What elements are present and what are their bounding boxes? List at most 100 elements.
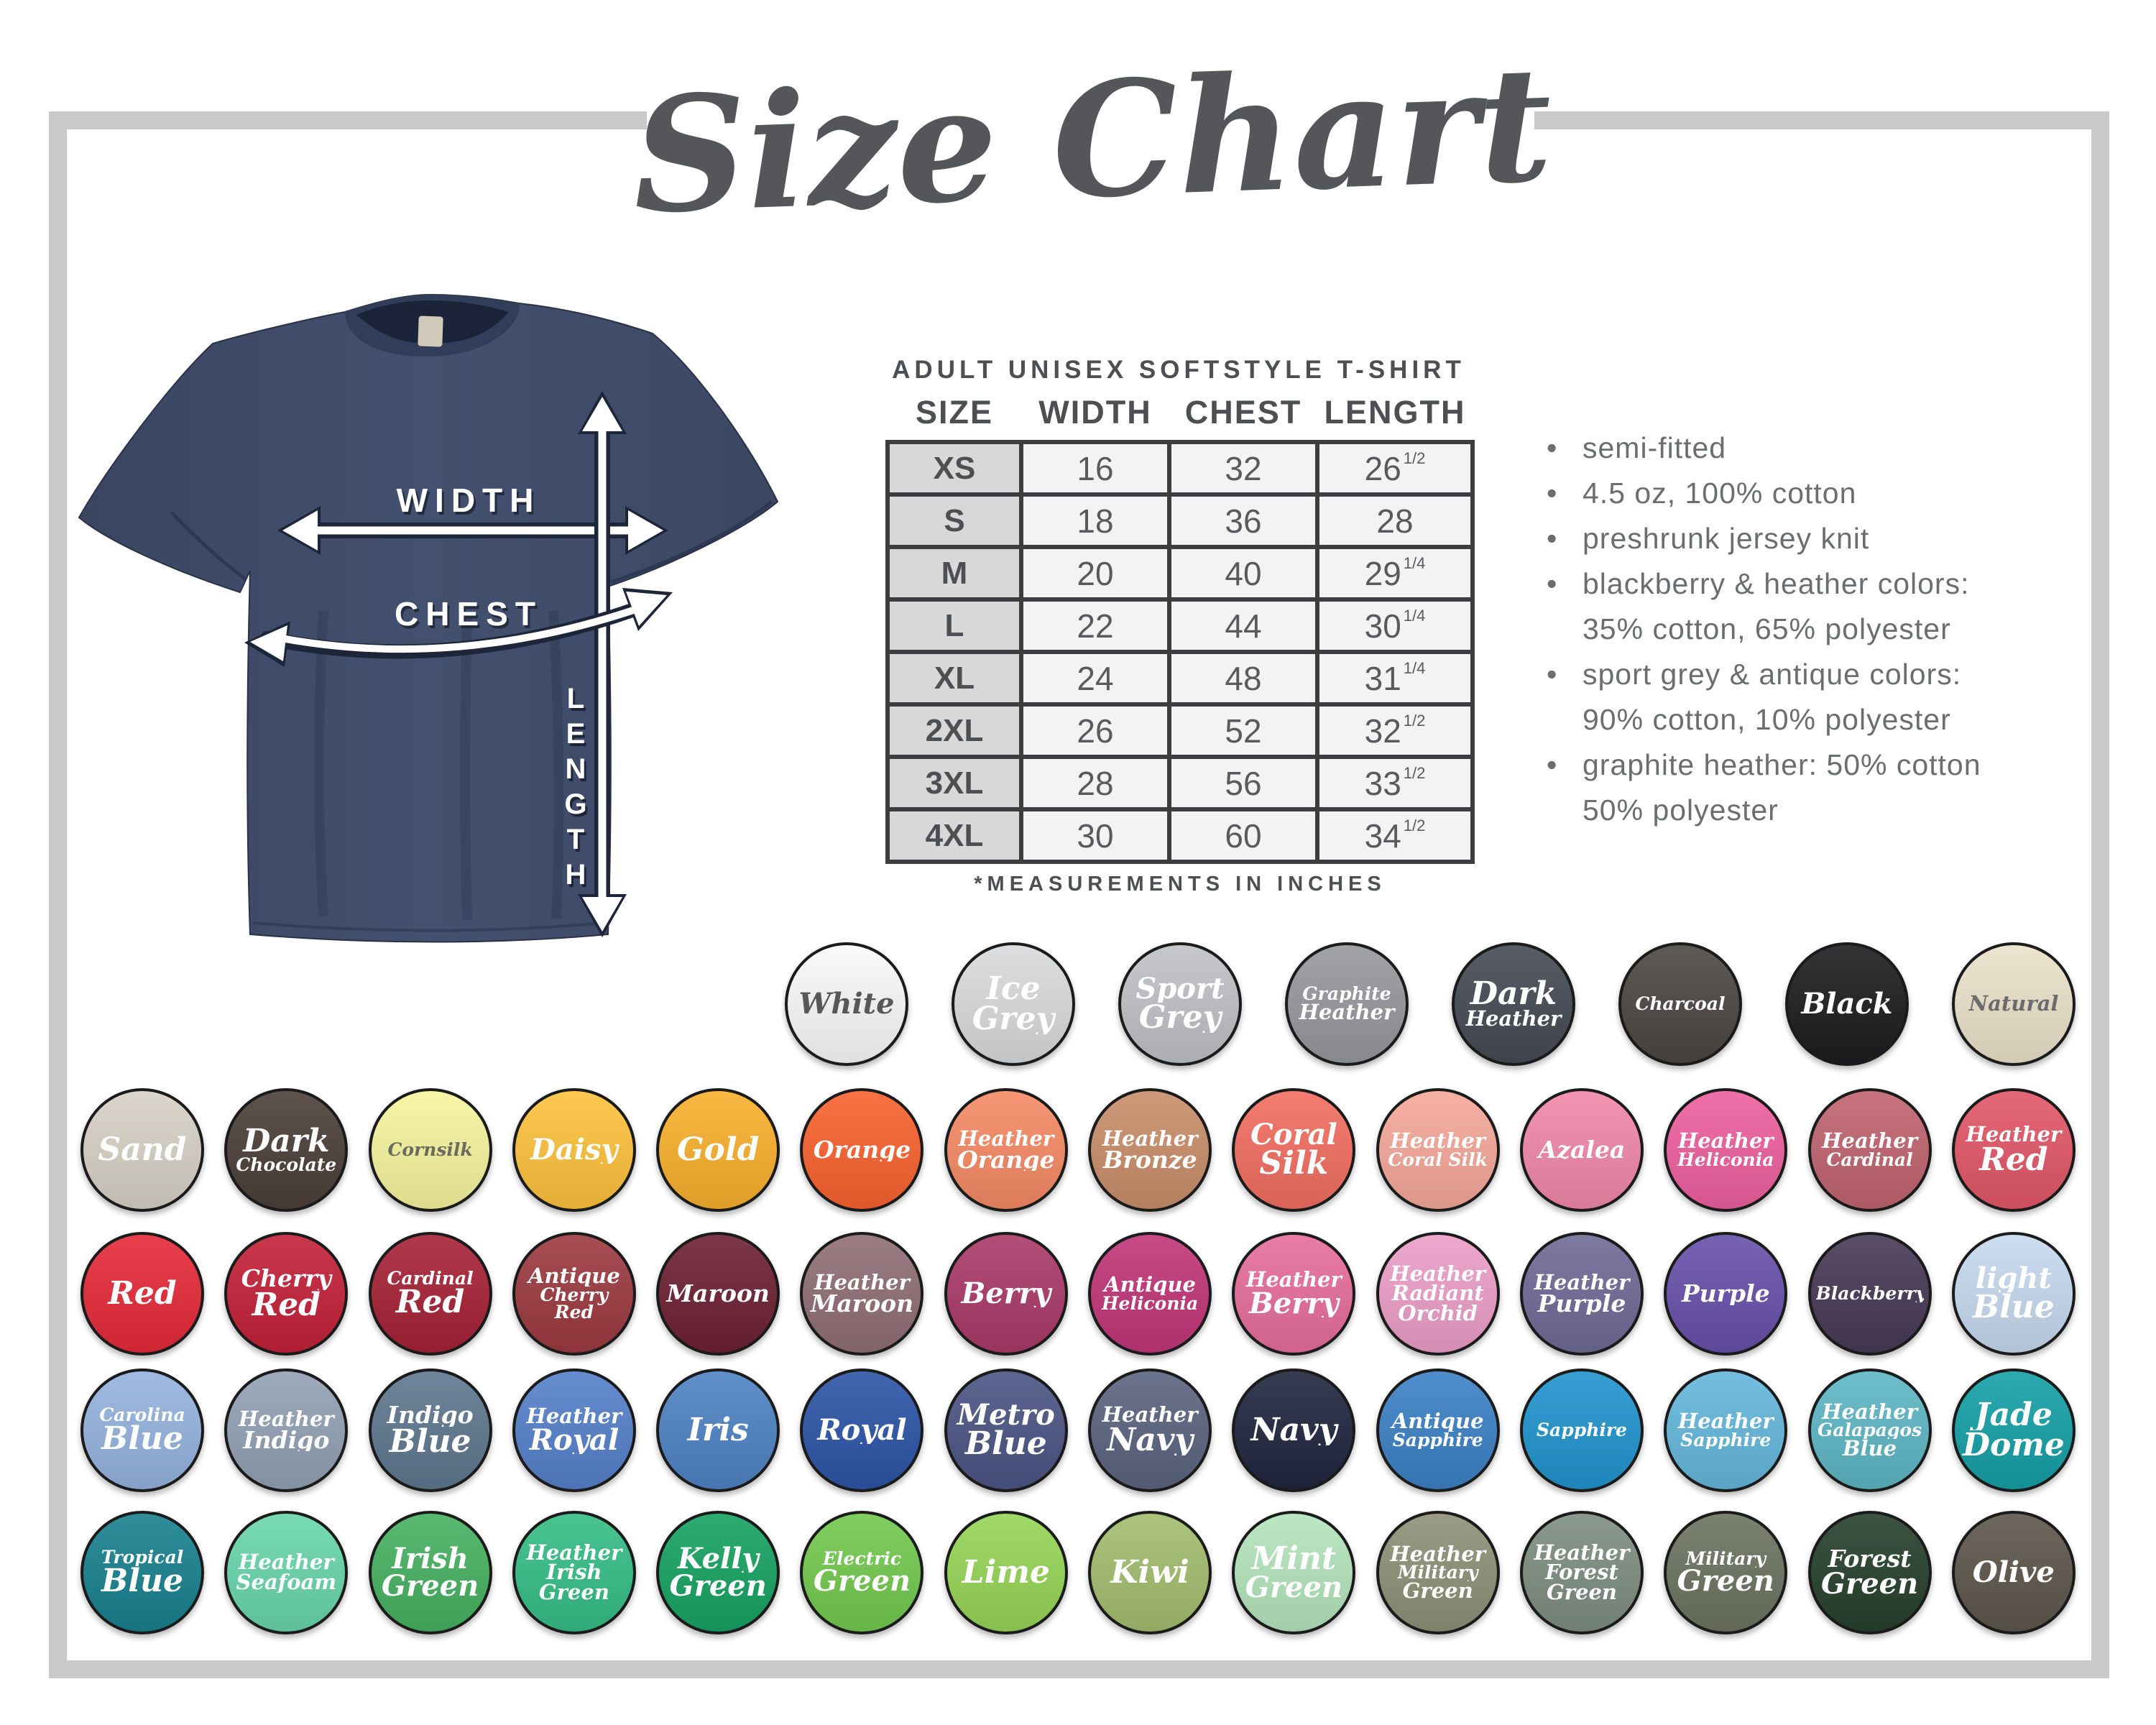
sleeve-hem-left	[170, 510, 247, 581]
swatch-label: White	[798, 990, 895, 1018]
swatch-natural: Natural	[1952, 942, 2076, 1066]
swatch-label: Green	[1677, 1567, 1774, 1595]
table-column-headers: SIZE WIDTH CHEST LENGTH	[885, 394, 1483, 431]
length-fraction: 1/2	[1403, 711, 1426, 730]
swatch-label: Coral Silk	[1388, 1151, 1488, 1169]
swatch-label: Antique	[1391, 1412, 1484, 1432]
swatch-label: Cornsilk	[387, 1141, 473, 1159]
swatch-label: Jade	[1974, 1400, 2053, 1430]
swatch-label: Cherry	[241, 1267, 331, 1290]
swatch-heather-forest-green: Heather Forest Green	[1519, 1511, 1644, 1634]
swatch-heather-purple: Heather Purple	[1519, 1232, 1644, 1356]
feature-text: 35% cotton, 65% polyester	[1583, 612, 1951, 645]
swatch-label: Cardinal	[387, 1270, 474, 1287]
swatch-label: Chocolate	[236, 1156, 337, 1174]
swatch-label: Sapphire	[1536, 1422, 1627, 1439]
swatch-dark-heather: Dark Heather	[1452, 942, 1575, 1066]
chest-cell-S: 36	[1171, 497, 1315, 545]
swatch-heather-sapphire: Heather Sapphire	[1664, 1368, 1788, 1492]
swatch-gold: Gold	[656, 1088, 780, 1212]
swatch-cardinal-red: Cardinal Red	[368, 1232, 492, 1356]
swatch-label: Tropical	[101, 1549, 184, 1566]
swatch-navy: Navy	[1232, 1368, 1356, 1492]
swatch-olive: Olive	[1951, 1511, 2076, 1634]
swatch-label: Heather	[238, 1552, 334, 1573]
swatch-label: Green	[1402, 1581, 1473, 1601]
feature-text: semi-fitted	[1583, 431, 1727, 464]
swatch-iris: Iris	[656, 1368, 780, 1492]
swatch-label: Heliconia	[1101, 1294, 1199, 1312]
swatch-label: Royal	[529, 1426, 619, 1454]
swatch-label: Blue	[389, 1426, 471, 1457]
swatch-sapphire: Sapphire	[1519, 1368, 1644, 1492]
frame-top-right-segment	[1534, 111, 2109, 129]
width-cell-XS: 16	[1023, 444, 1167, 492]
swatch-heather-red: Heather Red	[1951, 1088, 2076, 1212]
swatch-label: Red	[108, 1279, 177, 1309]
chest-cell-2XL: 52	[1171, 707, 1315, 755]
swatch-label: Blue	[964, 1429, 1047, 1459]
table-footnote: *MEASUREMENTS IN INCHES	[974, 873, 1386, 896]
length-fraction: 1/4	[1403, 606, 1426, 625]
swatch-kelly-green: Kelly Green	[656, 1511, 780, 1634]
swatch-heather-royal: Heather Royal	[512, 1368, 636, 1492]
swatch-label: Orange	[813, 1138, 911, 1162]
swatch-label: Heather	[1677, 1412, 1774, 1432]
swatch-red: Red	[80, 1232, 204, 1356]
length-value: 32	[1364, 712, 1401, 750]
bullet-dot: •	[1547, 431, 1557, 464]
swatch-electric-green: Electric Green	[800, 1511, 924, 1634]
swatch-coral-silk: Coral Silk	[1232, 1088, 1356, 1212]
feature-line: • 4.5 oz, 100% cotton	[1547, 471, 2122, 516]
swatch-charcoal: Charcoal	[1618, 942, 1742, 1066]
swatch-label: Heather	[1102, 1405, 1198, 1425]
feature-line: • semi-fitted	[1547, 426, 2122, 471]
length-cell-2XL: 32 1/2	[1319, 707, 1470, 755]
feature-line: • preshrunk jersey knit	[1547, 516, 2122, 561]
swatch-heather-heliconia: Heather Heliconia	[1664, 1088, 1788, 1212]
swatch-label: Daisy	[530, 1136, 618, 1164]
frame-left	[49, 111, 67, 1678]
swatch-row-5: Tropical Blue Heather Seafoam Irish Green Heat…	[80, 1511, 2076, 1634]
swatch-military-green: Military Green	[1664, 1511, 1788, 1634]
feature-text: preshrunk jersey knit	[1583, 522, 1870, 555]
swatch-label: Silk	[1259, 1149, 1329, 1179]
swatch-label: Cardinal	[1826, 1151, 1913, 1169]
swatch-label: Dark	[1470, 979, 1557, 1010]
size-table: XS 16 32 26 1/2 S 18 36 28 M 20 40 29 1/4 L 22 44 30 1/4 XL…	[885, 440, 1475, 864]
length-cell-M: 29 1/4	[1319, 549, 1470, 597]
swatch-berry: Berry	[944, 1232, 1068, 1356]
feature-line: • sport grey & antique colors:	[1547, 652, 2122, 697]
swatch-label: Irish	[392, 1545, 469, 1573]
swatch-heather-radiant-orchid: Heather Radiant Orchid	[1376, 1232, 1500, 1356]
swatch-label: Cherry Red	[540, 1287, 609, 1321]
feature-text: 90% cotton, 10% polyester	[1583, 703, 1951, 736]
feature-line: • blackberry & heather colors:	[1547, 561, 2122, 607]
chest-cell-L: 44	[1171, 602, 1315, 650]
swatch-label: Heather	[1102, 1128, 1198, 1149]
swatch-heather-maroon: Heather Maroon	[800, 1232, 924, 1356]
swatch-irish-green: Irish Green	[368, 1511, 492, 1634]
swatch-azalea: Azalea	[1519, 1088, 1644, 1212]
swatch-royal: Royal	[800, 1368, 924, 1492]
swatch-daisy: Daisy	[512, 1088, 636, 1212]
swatch-heather-orange: Heather Orange	[944, 1088, 1068, 1212]
product-heading: ADULT UNISEX SOFTSTYLE T-SHIRT	[892, 356, 1465, 384]
swatch-label: Orchid	[1398, 1303, 1478, 1324]
swatch-heather-bronze: Heather Bronze	[1088, 1088, 1212, 1212]
swatch-heather-indigo: Heather Indigo	[224, 1368, 349, 1492]
swatch-label: Lime	[962, 1558, 1050, 1588]
length-value: 28	[1376, 502, 1414, 540]
swatch-label: Heliconia	[1677, 1151, 1774, 1169]
width-cell-2XL: 26	[1023, 707, 1167, 755]
width-cell-L: 22	[1023, 602, 1167, 650]
chest-cell-M: 40	[1171, 549, 1315, 597]
swatch-label: Radiant	[1391, 1284, 1484, 1304]
feature-line: 50% polyester	[1547, 788, 2122, 833]
swatch-heather-galapagos-blue: Heather Galapagos Blue	[1807, 1368, 1932, 1492]
swatch-label: Antique	[528, 1266, 620, 1287]
width-arrow	[277, 506, 668, 555]
swatch-label: Grey	[1138, 1003, 1222, 1033]
swatch-label: Green	[1245, 1573, 1342, 1601]
swatch-antique-sapphire: Antique Sapphire	[1376, 1368, 1500, 1492]
